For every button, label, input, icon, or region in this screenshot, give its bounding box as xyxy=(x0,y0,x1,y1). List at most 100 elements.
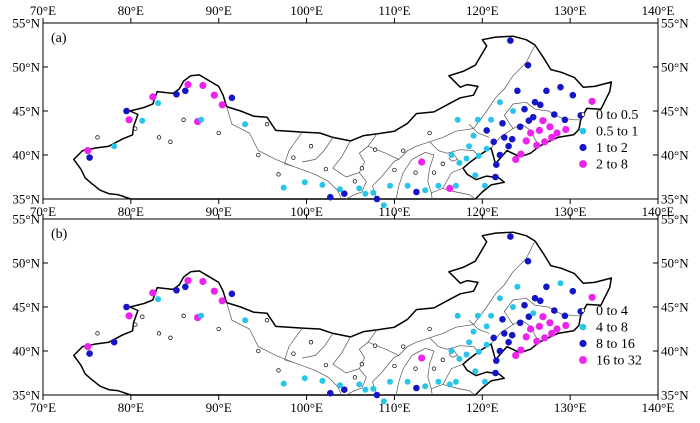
lon-tick-label: 130°E xyxy=(554,400,587,415)
station-marker xyxy=(327,193,334,201)
station-marker xyxy=(483,145,490,152)
panel-b: 70°E 80°E 90°E 100°E 110°E 120°E 130°E 140°E 55°… xyxy=(12,212,689,416)
station-marker xyxy=(264,318,270,323)
station-marker xyxy=(373,391,381,399)
station-marker xyxy=(541,334,549,342)
station-marker xyxy=(181,313,186,318)
panel-label: (b) xyxy=(51,227,68,242)
station-marker xyxy=(551,307,558,314)
station-marker xyxy=(470,132,477,139)
lon-tick-label: 120°E xyxy=(466,3,499,18)
station-marker xyxy=(510,304,516,310)
station-marker xyxy=(301,375,308,382)
lon-tick-label: 110°E xyxy=(378,3,410,18)
station-marker xyxy=(435,378,442,385)
station-marker xyxy=(356,185,363,192)
station-marker xyxy=(341,386,348,394)
legend-marker xyxy=(579,356,587,364)
lon-tick-label: 90°E xyxy=(206,3,232,18)
lon-tick-label: 100°E xyxy=(290,204,323,219)
province-boundary xyxy=(284,327,303,363)
station-marker xyxy=(546,319,554,327)
station-marker xyxy=(404,182,411,189)
station-marker xyxy=(110,338,118,346)
station-marker xyxy=(242,317,249,324)
station-marker xyxy=(527,325,535,333)
province-boundary xyxy=(395,152,435,200)
station-marker xyxy=(527,129,535,137)
station-marker xyxy=(548,133,556,141)
station-marker xyxy=(256,348,261,354)
station-marker xyxy=(370,385,377,392)
station-marker xyxy=(173,91,180,98)
legend-label: 1 to 2 xyxy=(596,141,628,156)
station-marker xyxy=(472,368,479,375)
lon-tick-label: 140°E xyxy=(642,3,675,18)
station-marker xyxy=(493,161,500,168)
station-marker xyxy=(308,340,314,345)
lon-tick-label: 90°E xyxy=(206,204,232,219)
station-marker xyxy=(370,189,377,196)
lon-tick-label: 90°E xyxy=(206,400,232,415)
station-marker xyxy=(327,389,334,397)
station-marker xyxy=(210,91,218,99)
station-marker xyxy=(182,87,189,95)
station-marker xyxy=(496,151,504,159)
province-boundary xyxy=(302,333,334,359)
station-marker xyxy=(514,283,521,290)
station-marker xyxy=(475,152,482,159)
station-marker xyxy=(210,287,218,295)
station-marker xyxy=(562,321,570,330)
legend-marker xyxy=(580,308,586,313)
province-boundary xyxy=(381,355,399,374)
station-marker xyxy=(184,81,192,89)
station-marker xyxy=(323,362,329,368)
station-marker xyxy=(392,167,397,173)
station-marker xyxy=(198,312,205,319)
station-marker xyxy=(456,159,463,166)
lat-tick-label: 35°N xyxy=(12,388,40,403)
station-marker xyxy=(95,135,100,140)
station-marker xyxy=(543,87,550,95)
station-marker xyxy=(454,116,461,123)
lon-tick-label: 120°E xyxy=(466,204,499,219)
station-marker xyxy=(522,333,530,341)
station-marker xyxy=(392,363,397,369)
lon-tick-label: 110°E xyxy=(378,400,410,415)
station-marker xyxy=(86,154,93,161)
station-marker xyxy=(341,190,348,197)
lat-tick-label: 35°N xyxy=(661,192,689,207)
legend-marker xyxy=(580,112,586,117)
station-marker xyxy=(488,312,495,319)
station-marker xyxy=(537,101,544,109)
lat-tick-label: 50°N xyxy=(12,256,40,271)
lat-tick-label: 55°N xyxy=(12,16,40,31)
province-boundary xyxy=(395,348,435,396)
station-marker xyxy=(448,348,455,354)
station-marker xyxy=(474,116,481,123)
region-outline xyxy=(73,231,613,396)
station-marker xyxy=(280,380,287,387)
station-marker xyxy=(427,326,432,332)
lon-tick-label: 80°E xyxy=(118,204,144,219)
station-marker xyxy=(488,116,495,123)
legend-label: 8 to 16 xyxy=(596,337,635,352)
station-marker xyxy=(524,257,532,265)
station-marker xyxy=(125,312,133,320)
station-marker xyxy=(155,100,162,107)
legend-label: 2 to 8 xyxy=(596,158,628,173)
station-marker xyxy=(543,283,550,291)
station-marker xyxy=(516,123,524,131)
station-marker xyxy=(546,123,554,131)
legend-marker xyxy=(579,323,587,331)
station-marker xyxy=(431,366,437,371)
station-marker xyxy=(501,134,508,141)
station-marker xyxy=(537,297,544,305)
lat-tick-label: 50°N xyxy=(12,60,40,75)
lat-tick-label: 40°N xyxy=(12,148,40,163)
station-marker xyxy=(123,107,130,115)
station-marker xyxy=(308,144,314,149)
station-marker xyxy=(483,323,490,330)
station-marker xyxy=(123,303,130,311)
station-marker xyxy=(507,233,514,240)
